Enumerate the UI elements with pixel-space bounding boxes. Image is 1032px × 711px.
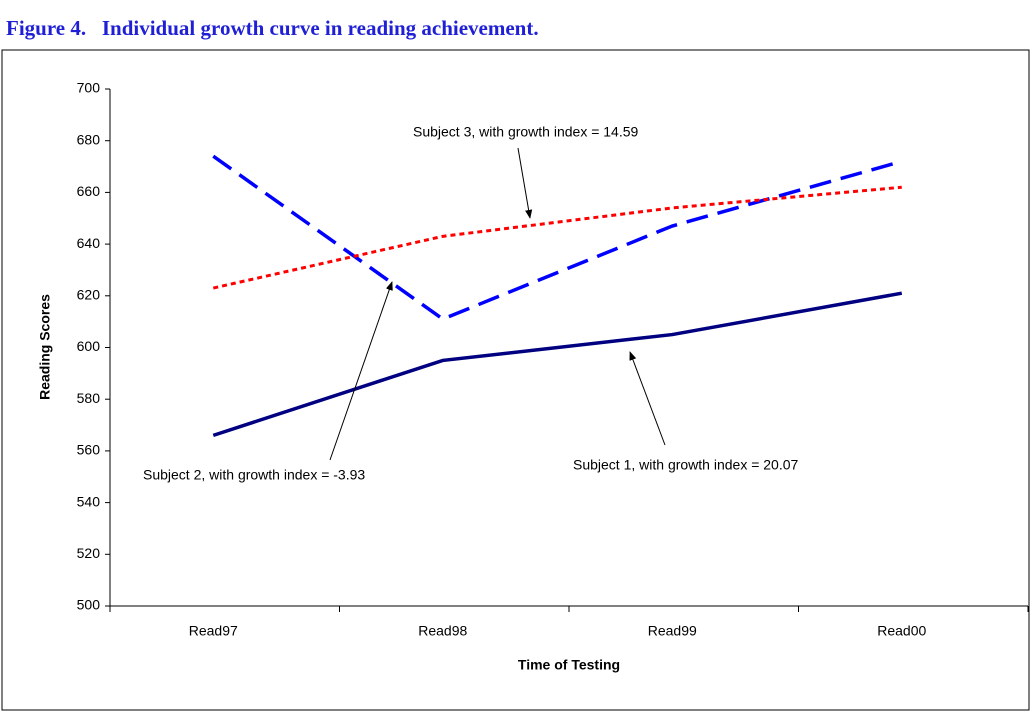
series-line <box>212 291 903 438</box>
x-tick-label: Read99 <box>648 623 697 639</box>
x-tick-label: Read98 <box>418 623 467 639</box>
annotation: Subject 1, with growth index = 20.07 <box>573 457 799 473</box>
y-axis-title: Reading Scores <box>37 294 53 400</box>
y-tick-label: 580 <box>77 390 101 406</box>
annotation: Subject 3, with growth index = 14.59 <box>413 124 639 140</box>
annotation-arrow <box>517 147 533 219</box>
series-line <box>212 154 903 322</box>
y-tick-label: 520 <box>77 545 101 561</box>
y-tick-label: 500 <box>77 597 101 613</box>
series-line <box>212 185 902 290</box>
chart-title: Figure 4. Individual growth curve in rea… <box>6 16 539 40</box>
annotation-arrow <box>629 351 666 446</box>
y-tick-label: 600 <box>77 338 101 354</box>
annotation: Subject 2, with growth index = -3.93 <box>143 467 365 483</box>
y-tick-label: 700 <box>77 80 101 96</box>
frame <box>1 49 1030 711</box>
y-tick-label: 560 <box>77 442 101 458</box>
x-axis-title: Time of Testing <box>518 657 620 673</box>
y-tick-label: 680 <box>77 131 101 147</box>
annotation-arrow <box>329 281 393 461</box>
y-tick-label: 540 <box>77 493 101 509</box>
y-tick-label: 620 <box>77 287 101 303</box>
x-tick-label: Read97 <box>189 623 238 639</box>
y-tick-label: 640 <box>77 235 101 251</box>
y-tick-label: 660 <box>77 183 101 199</box>
x-tick-label: Read00 <box>877 623 926 639</box>
